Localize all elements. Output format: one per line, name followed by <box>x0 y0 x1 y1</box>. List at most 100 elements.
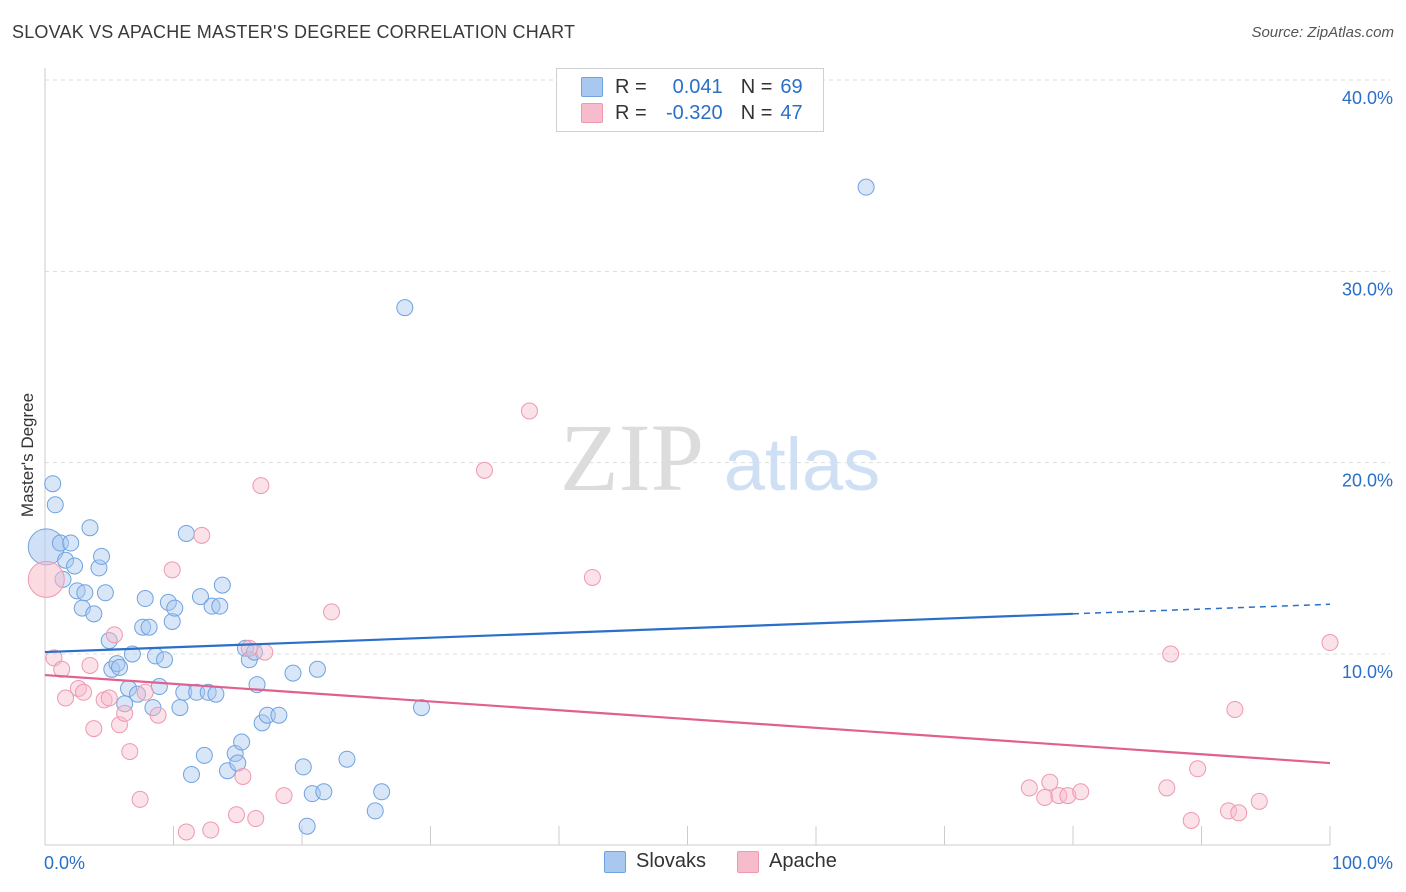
data-point-slovaks <box>150 678 168 696</box>
data-point-slovaks <box>93 547 111 565</box>
data-point-slovaks <box>229 754 247 772</box>
data-point-slovaks <box>182 766 200 784</box>
data-point-apache <box>1230 804 1248 822</box>
data-point-slovaks <box>207 685 225 703</box>
data-point-apache <box>1189 760 1207 778</box>
legend-n-value: 47 <box>780 101 803 124</box>
data-point-slovaks <box>134 618 152 636</box>
legend-row-slovaks: R = 0.041 N = 69 <box>557 73 803 101</box>
data-point-apache <box>323 603 341 621</box>
data-point-slovaks <box>159 593 177 611</box>
data-point-slovaks <box>191 588 209 606</box>
data-point-apache <box>227 806 245 824</box>
data-point-apache <box>177 823 195 841</box>
data-point-slovaks <box>233 733 251 751</box>
data-point-slovaks <box>96 584 114 602</box>
data-point-apache <box>57 689 75 707</box>
data-point-slovaks <box>338 750 356 768</box>
data-point-apache <box>1041 773 1059 791</box>
y-tick-label: 20.0% <box>1342 471 1393 491</box>
data-point-apache <box>163 561 181 579</box>
legend-swatch-apache <box>581 103 603 123</box>
legend-item-apache[interactable]: Apache <box>737 850 837 873</box>
series-legend: Slovaks Apache <box>0 850 1406 878</box>
legend-row-apache: R = -0.320 N = 47 <box>557 99 803 127</box>
data-point-apache <box>27 560 65 598</box>
data-point-apache <box>105 626 123 644</box>
legend-n-label: N = <box>740 75 773 98</box>
data-point-apache <box>131 790 149 808</box>
trend-line-apache <box>44 673 1331 765</box>
trend-line-extension-slovaks <box>1072 603 1331 615</box>
data-point-apache <box>81 656 99 674</box>
data-point-slovaks <box>294 758 312 776</box>
data-point-slovaks <box>195 746 213 764</box>
data-point-slovaks <box>298 817 316 835</box>
data-point-slovaks <box>66 557 84 575</box>
data-point-slovaks <box>308 660 326 678</box>
data-point-apache <box>1162 645 1180 663</box>
data-points <box>27 178 1339 841</box>
data-point-slovaks <box>111 658 129 676</box>
data-point-apache <box>202 821 220 839</box>
x-tick-label: 100.0% <box>1332 853 1393 873</box>
data-point-apache <box>1020 779 1038 797</box>
legend-n-value: 69 <box>780 75 803 98</box>
data-point-apache <box>75 683 93 701</box>
legend-swatch-apache <box>737 850 759 873</box>
data-point-apache <box>1036 789 1054 806</box>
data-point-slovaks <box>211 597 229 615</box>
data-point-apache <box>583 568 601 586</box>
data-point-apache <box>85 720 103 738</box>
watermark: ZIP atlas <box>560 404 880 511</box>
legend-swatch-slovaks <box>604 850 626 873</box>
data-point-apache <box>1226 700 1244 718</box>
axes <box>44 68 1331 846</box>
data-point-apache <box>240 639 258 657</box>
tick-labels: 10.0% 20.0% 30.0% 40.0% 0.0% 100.0% <box>44 88 1393 873</box>
y-tick-label: 30.0% <box>1342 279 1393 299</box>
data-point-apache <box>475 461 493 479</box>
data-point-slovaks <box>76 584 94 602</box>
data-point-slovaks <box>413 699 431 717</box>
data-point-apache <box>149 706 167 724</box>
data-point-slovaks <box>85 605 103 623</box>
legend-r-label: R = <box>615 101 647 124</box>
watermark-zip: ZIP <box>560 404 704 511</box>
data-point-slovaks <box>51 534 69 552</box>
x-tick-label: 0.0% <box>44 853 85 873</box>
legend-r-label: R = <box>615 75 647 98</box>
data-point-apache <box>1050 787 1068 805</box>
legend-r-value: 0.041 <box>672 75 723 98</box>
data-point-slovaks <box>177 524 195 542</box>
data-point-apache <box>520 402 538 420</box>
data-point-apache <box>1250 792 1268 810</box>
data-point-slovaks <box>857 178 875 196</box>
data-point-slovaks <box>258 706 276 724</box>
data-point-apache <box>1072 783 1090 801</box>
data-point-slovaks <box>62 534 80 552</box>
legend-r-value: -0.320 <box>665 101 723 124</box>
data-point-slovaks <box>284 664 302 682</box>
data-point-slovaks <box>140 618 158 636</box>
legend-label-apache: Apache <box>769 850 837 872</box>
data-point-slovaks <box>270 706 288 724</box>
y-tick-label: 10.0% <box>1342 662 1393 682</box>
data-point-apache <box>1182 811 1200 829</box>
data-point-apache <box>247 810 265 828</box>
data-point-apache <box>256 643 274 661</box>
data-point-slovaks <box>166 599 184 617</box>
data-point-slovaks <box>171 699 189 717</box>
data-point-slovaks <box>163 612 181 630</box>
watermark-atlas: atlas <box>724 423 880 506</box>
data-point-apache <box>100 689 118 707</box>
data-point-apache <box>234 767 252 785</box>
data-point-apache <box>1219 802 1237 820</box>
data-point-slovaks <box>396 299 414 317</box>
legend-item-slovaks[interactable]: Slovaks <box>604 850 706 873</box>
data-point-slovaks <box>46 496 64 514</box>
source-label: Source: ZipAtlas.com <box>1251 24 1394 41</box>
data-point-slovaks <box>188 683 206 701</box>
data-point-apache <box>136 683 154 701</box>
data-point-slovaks <box>136 590 154 608</box>
